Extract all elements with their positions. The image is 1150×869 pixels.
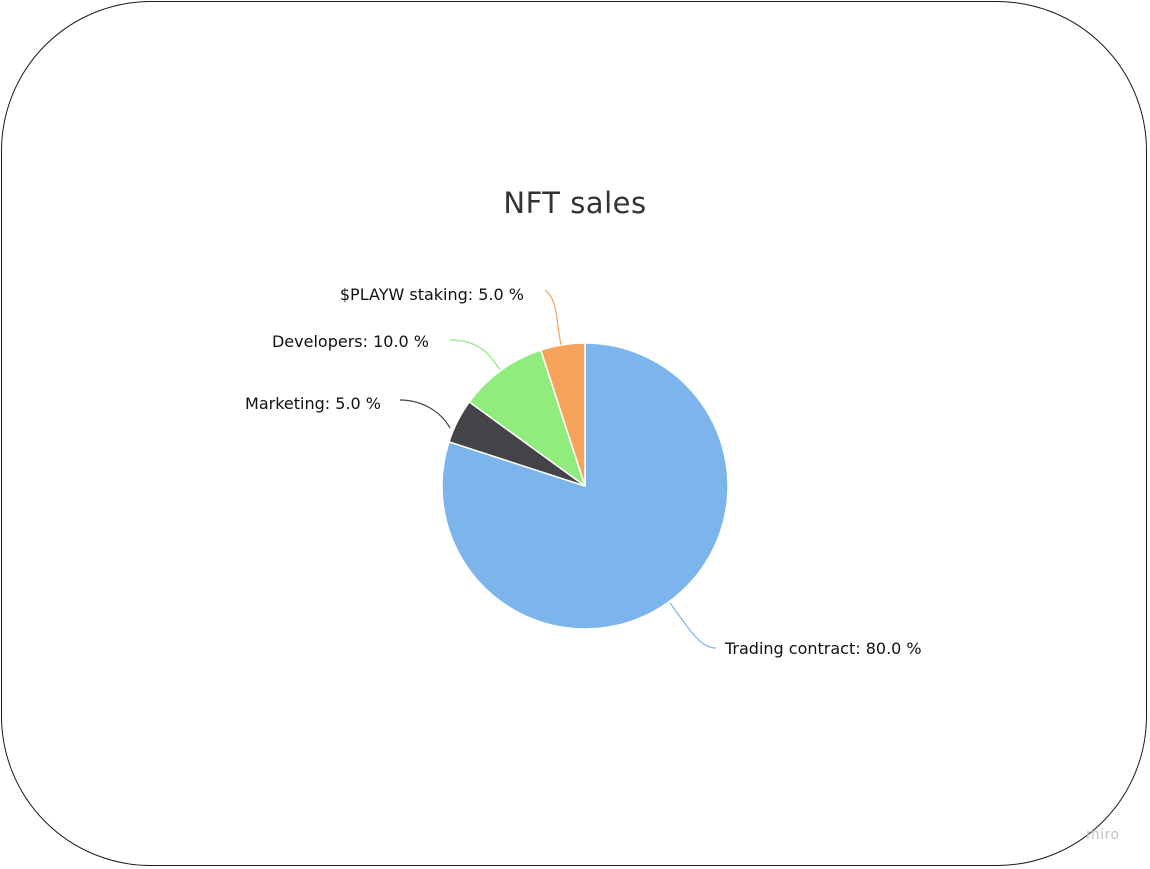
slice-label: Marketing: 5.0 %: [245, 394, 381, 413]
connector-line: [399, 399, 451, 429]
slice-label: $PLAYW staking: 5.0 %: [340, 285, 524, 304]
connector-line: [449, 339, 501, 371]
pie-slice-playw-staking[interactable]: [540, 342, 586, 487]
connector-line: [669, 602, 717, 649]
pie-slice-developers[interactable]: [468, 349, 586, 487]
label-connectors: [399, 289, 717, 649]
slice-label: Trading contract: 80.0 %: [724, 639, 922, 658]
miro-watermark: miro: [1086, 827, 1120, 843]
slice-label: Developers: 10.0 %: [272, 332, 429, 351]
slice-labels: Trading contract: 80.0 % Marketing: 5.0 %…: [245, 285, 922, 658]
connector-line: [544, 289, 562, 346]
pie-slices: [441, 342, 729, 630]
chart-title: NFT sales: [503, 186, 647, 220]
